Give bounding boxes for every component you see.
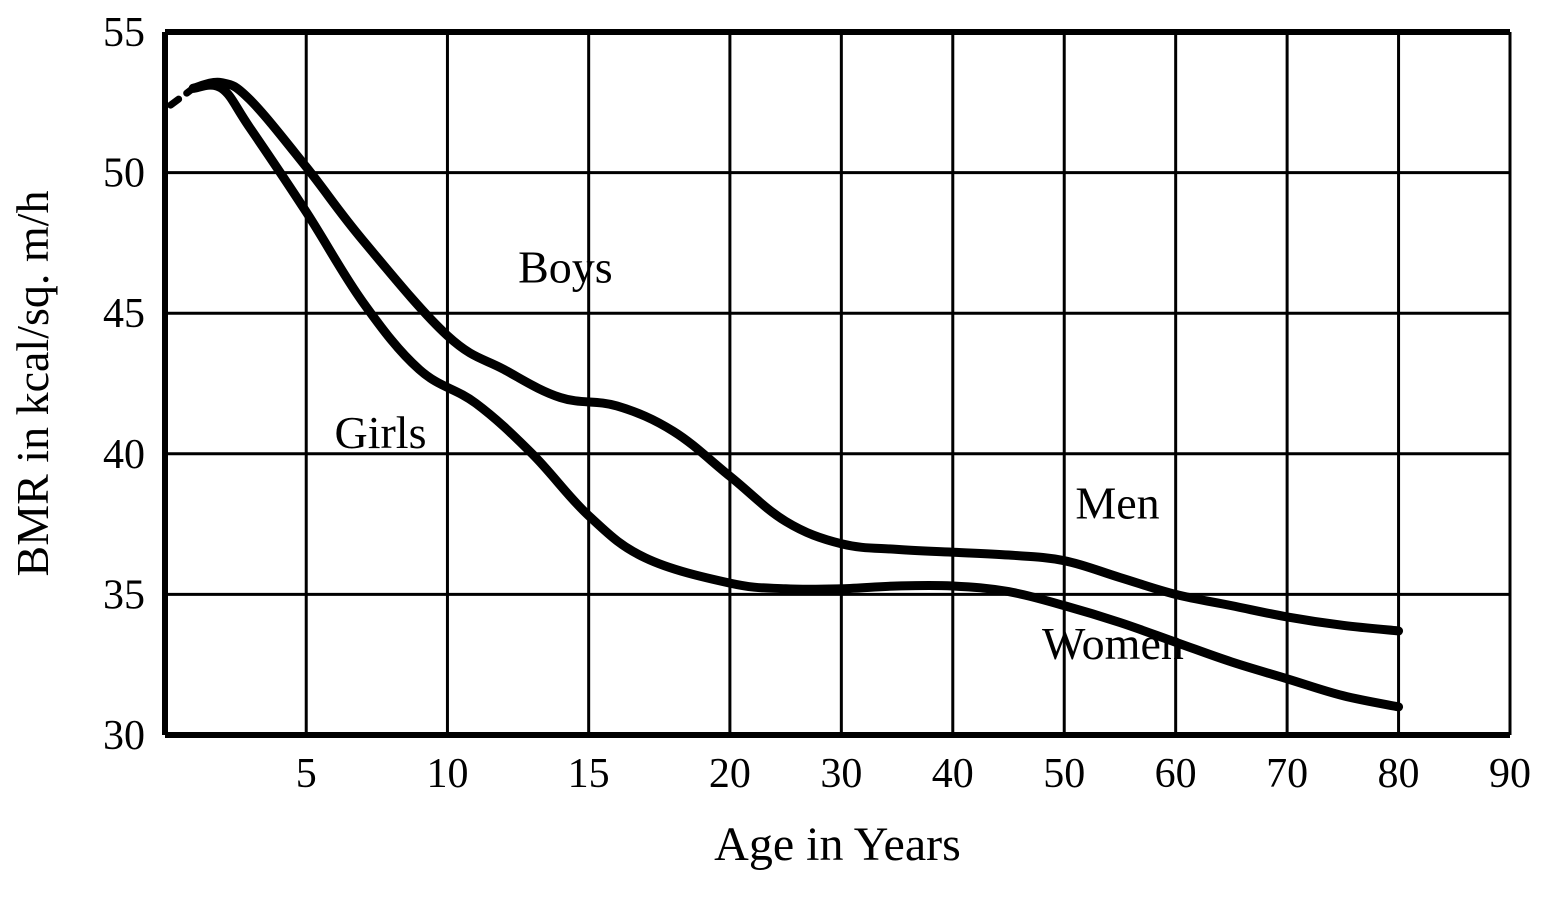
x-tick-label: 70 bbox=[1266, 751, 1308, 797]
chart-svg: 5 10 15 20 30 40 50 60 70 80 90 30 35 40 45 50 55 Age in … bbox=[0, 0, 1552, 908]
y-tick-label: 50 bbox=[103, 151, 145, 197]
x-tick-label: 20 bbox=[709, 751, 751, 797]
x-tick-label: 50 bbox=[1043, 751, 1085, 797]
x-tick-label: 30 bbox=[820, 751, 862, 797]
bmr-age-chart: 5 10 15 20 30 40 50 60 70 80 90 30 35 40 45 50 55 Age in … bbox=[0, 0, 1552, 908]
label-women: Women bbox=[1042, 618, 1184, 669]
label-men: Men bbox=[1075, 477, 1159, 528]
label-girls: Girls bbox=[334, 407, 426, 458]
y-tick-label: 40 bbox=[103, 432, 145, 478]
x-tick-label: 60 bbox=[1155, 751, 1197, 797]
y-tick-label: 55 bbox=[103, 10, 145, 56]
x-tick-label: 10 bbox=[426, 751, 468, 797]
x-tick-label: 15 bbox=[568, 751, 610, 797]
y-tick-label: 45 bbox=[103, 291, 145, 337]
x-tick-label: 40 bbox=[932, 751, 974, 797]
y-axis-label: BMR in kcal/sq. m/h bbox=[7, 191, 58, 577]
x-tick-label: 90 bbox=[1489, 751, 1531, 797]
label-boys: Boys bbox=[518, 241, 613, 292]
x-tick-label: 80 bbox=[1378, 751, 1420, 797]
x-tick-label: 5 bbox=[296, 751, 317, 797]
y-tick-label: 30 bbox=[103, 713, 145, 759]
x-axis-label: Age in Years bbox=[714, 818, 961, 871]
y-tick-label: 35 bbox=[103, 572, 145, 618]
